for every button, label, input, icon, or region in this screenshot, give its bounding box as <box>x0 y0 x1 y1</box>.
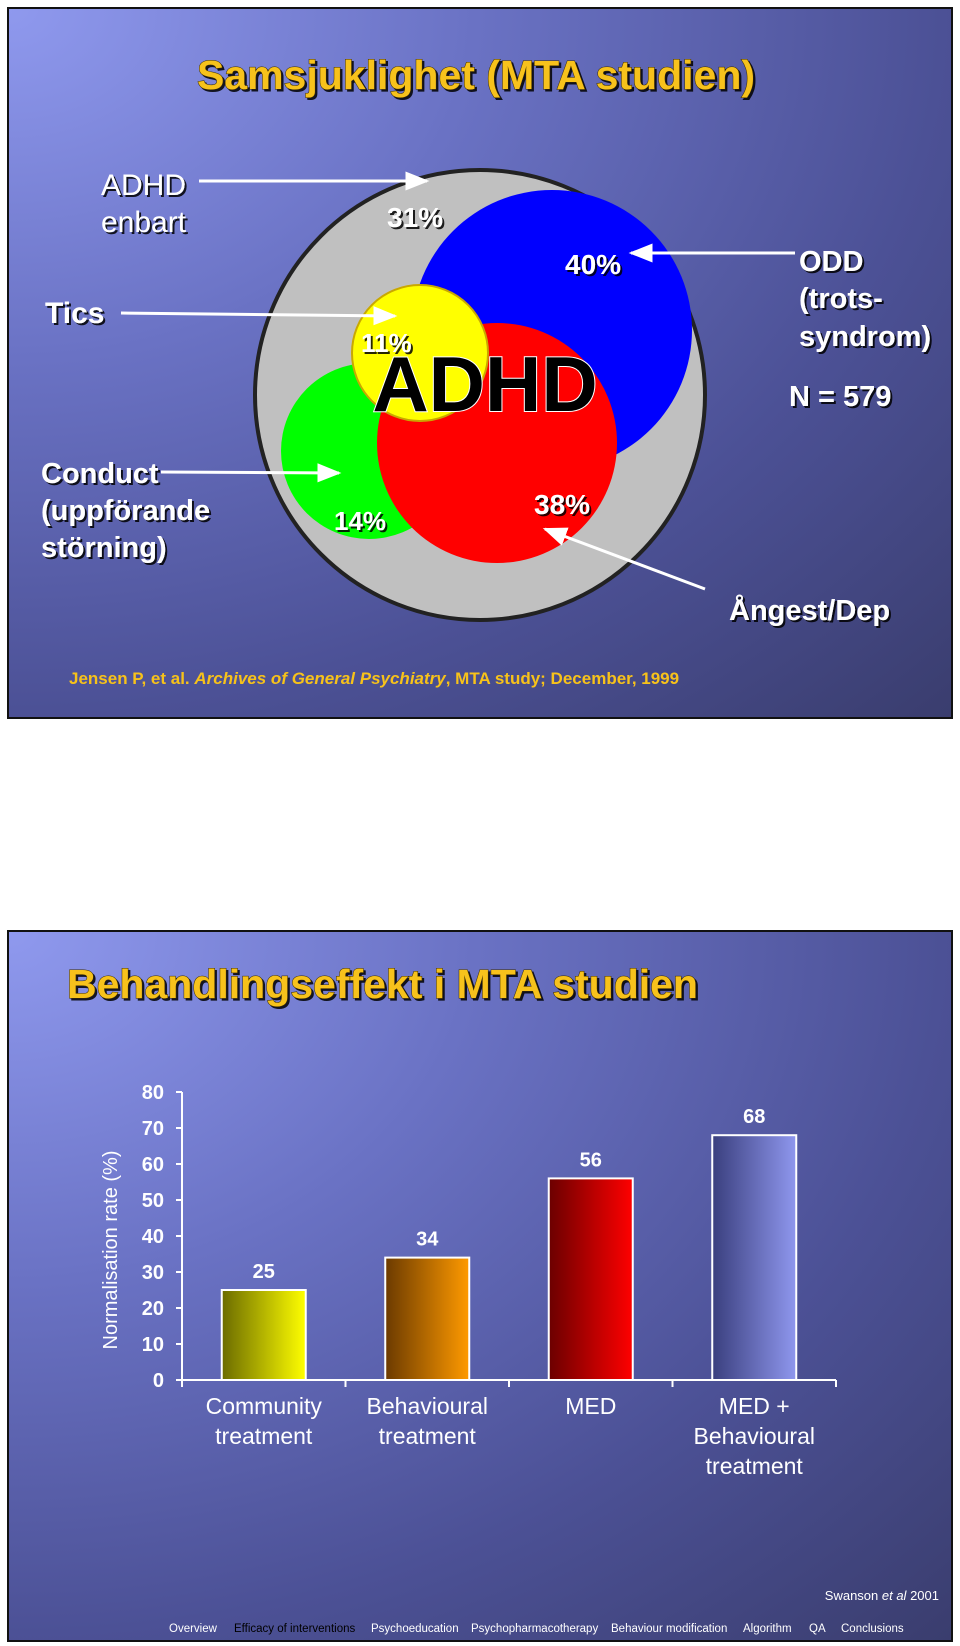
bar-3 <box>547 1177 634 1381</box>
nav-item-3[interactable]: Psychoeducation <box>371 1623 459 1635</box>
nav-item-6[interactable]: Algorithm <box>743 1623 792 1635</box>
label-conduct-1: Conduct <box>41 458 159 490</box>
tics-percent: 11% <box>361 328 412 358</box>
bar-1 <box>220 1289 307 1381</box>
citation-rest: , MTA study; December, 1999 <box>446 669 679 688</box>
citation: Jensen P, et al. Archives of General Psy… <box>69 669 679 688</box>
category-label-1: Community <box>206 1393 323 1419</box>
source-italic: et al <box>882 1588 908 1603</box>
odd-percent: 40% <box>565 249 621 280</box>
category-label-4: Behavioural <box>694 1423 815 1449</box>
label-adhd-only-2: enbart <box>101 206 187 239</box>
label-conduct-3: störning) <box>41 532 167 564</box>
citation-journal: Archives of General Psychiatry <box>193 669 447 688</box>
category-label-3: MED <box>565 1393 616 1419</box>
y-tick-label: 10 <box>142 1334 164 1356</box>
y-tick-label: 0 <box>153 1370 164 1392</box>
nav-item-1[interactable]: Overview <box>169 1623 218 1635</box>
slide-comorbidity: Samsjuklighet (MTA studien) ADHD 31% 40%… <box>7 7 953 719</box>
navigation-bar: Overview Efficacy of interventions Psychoe… <box>169 1623 904 1635</box>
source-post: 2001 <box>906 1588 939 1603</box>
y-axis-label: Normalisation rate (%) <box>100 1151 122 1350</box>
y-tick-label: 30 <box>142 1262 164 1284</box>
label-conduct-2: (uppförande <box>41 495 210 527</box>
label-odd-3: syndrom) <box>799 321 931 353</box>
label-odd-2: (trots- <box>799 283 883 315</box>
slide2-title: Behandlingseffekt i MTA studien <box>67 961 698 1007</box>
bar-chart: Behandlingseffekt i MTA studien 0 10 20 30 4… <box>67 961 940 1636</box>
category-label-4: treatment <box>706 1453 804 1479</box>
source-pre: Swanson <box>825 1588 882 1603</box>
bar-4 <box>711 1134 798 1381</box>
comorbidity-diagram: Samsjuklighet (MTA studien) ADHD 31% 40%… <box>41 52 931 689</box>
label-adhd-only-1: ADHD <box>101 169 186 202</box>
bar-2 <box>384 1256 471 1382</box>
category-label-2: Behavioural <box>367 1393 488 1419</box>
category-label-4: MED + <box>719 1393 790 1419</box>
data-label-2: 34 <box>416 1229 439 1251</box>
nav-item-5[interactable]: Behaviour modification <box>611 1623 727 1635</box>
source-citation: Swanson et al 2001 <box>825 1588 939 1603</box>
data-label-3: 56 <box>580 1149 602 1171</box>
y-tick-label: 70 <box>142 1118 164 1140</box>
anxiety-percent: 38% <box>534 489 590 520</box>
slide1-title: Samsjuklighet (MTA studien) <box>197 52 755 98</box>
y-tick-label: 60 <box>142 1154 164 1176</box>
category-label-2: treatment <box>379 1423 477 1449</box>
nav-item-4[interactable]: Psychopharmacotherapy <box>471 1623 598 1635</box>
category-label-1: treatment <box>215 1423 313 1449</box>
y-tick-label: 20 <box>142 1298 164 1320</box>
data-label-1: 25 <box>253 1261 275 1283</box>
label-anxiety: Ångest/Dep <box>729 594 890 627</box>
y-tick-label: 50 <box>142 1190 164 1212</box>
y-tick-label: 40 <box>142 1226 164 1248</box>
adhd-only-percent: 31% <box>387 202 443 233</box>
nav-item-7[interactable]: QA <box>809 1623 826 1635</box>
y-tick-label: 80 <box>142 1082 164 1104</box>
citation-authors: Jensen P, et al. <box>69 669 190 688</box>
data-label-4: 68 <box>743 1106 765 1128</box>
sample-size-label: N = 579 <box>789 381 891 413</box>
slide-treatment-effect: Behandlingseffekt i MTA studien 0 10 20 30 4… <box>7 930 953 1642</box>
nav-item-8[interactable]: Conclusions <box>841 1623 904 1635</box>
adhd-center-label: ADHD <box>372 340 597 428</box>
arrow-anxiety <box>542 527 706 591</box>
arrow-tics <box>120 306 398 326</box>
arrow-conduct <box>160 463 342 483</box>
nav-item-2[interactable]: Efficacy of interventions <box>234 1623 355 1635</box>
label-tics: Tics <box>45 297 105 330</box>
conduct-percent: 14% <box>334 506 386 536</box>
label-odd-1: ODD <box>799 246 863 278</box>
